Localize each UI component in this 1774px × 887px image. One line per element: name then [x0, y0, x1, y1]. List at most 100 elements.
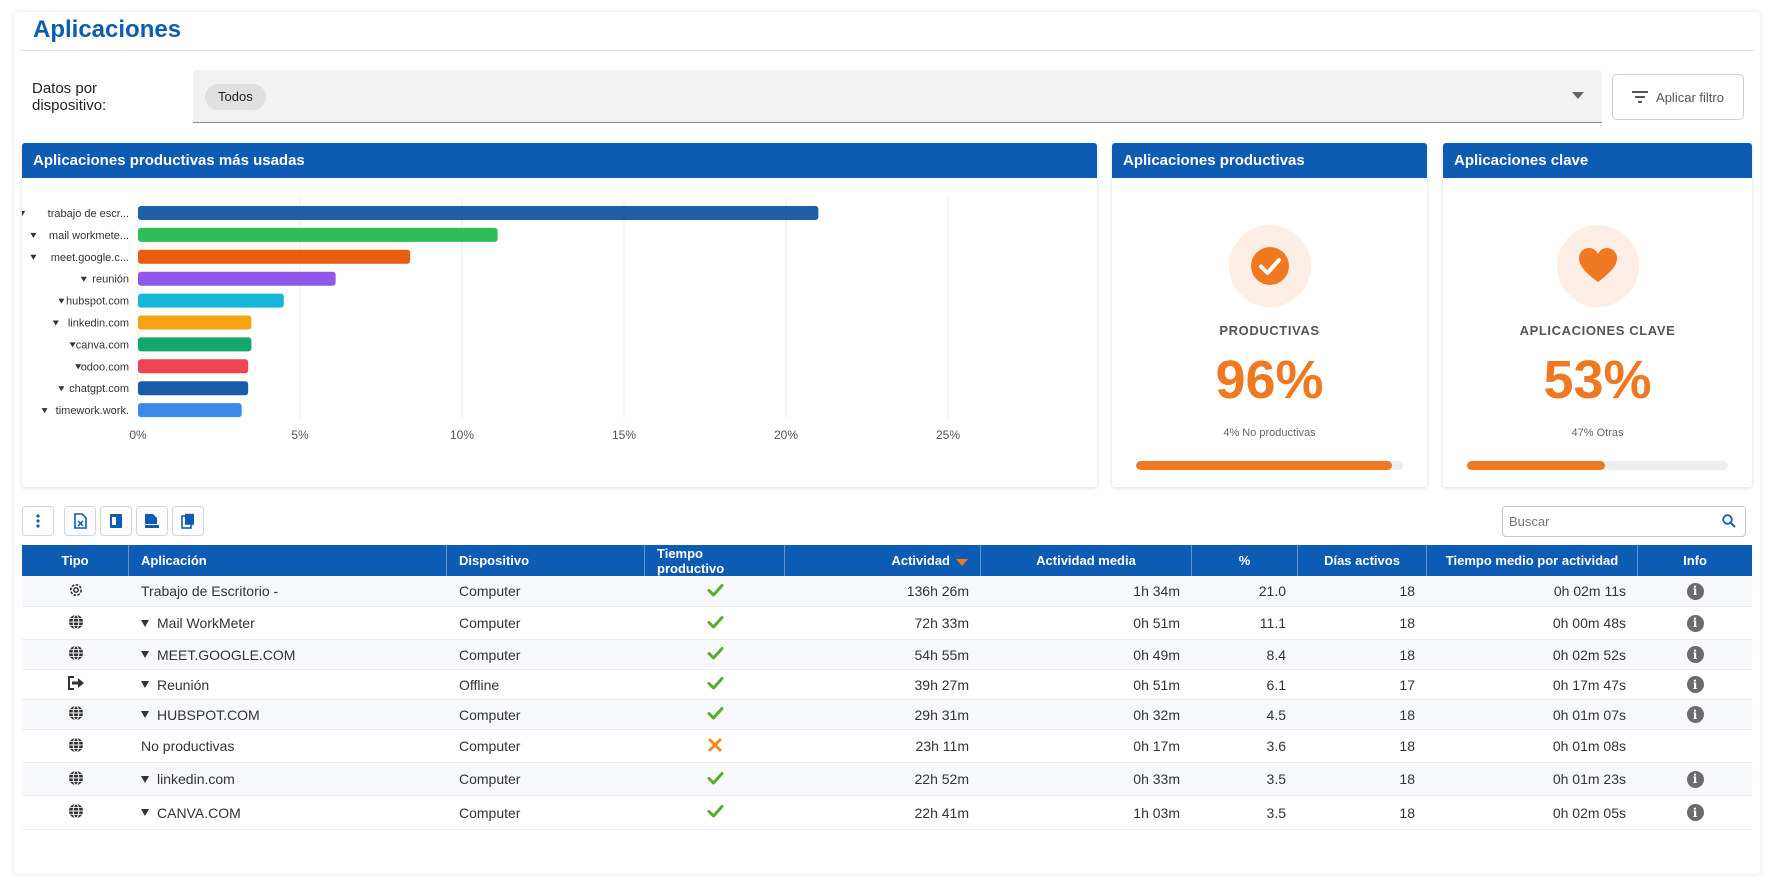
row-avg-per-activity: 0h 00m 48s — [1552, 615, 1626, 631]
category-label: mail workmete... — [49, 230, 129, 242]
chart-bar — [138, 293, 284, 308]
more-options-button[interactable] — [22, 506, 54, 536]
row-productive-cell — [645, 576, 785, 606]
chart-bar — [138, 337, 252, 352]
col-tipo[interactable]: Tipo — [22, 545, 129, 576]
x-tick-label: 10% — [450, 428, 474, 442]
csv-file-icon — [110, 514, 122, 528]
row-device: Computer — [459, 804, 521, 821]
copy-button[interactable] — [172, 506, 204, 536]
expand-caret-icon[interactable] — [141, 711, 149, 718]
col-actividad-media[interactable]: Actividad media — [981, 545, 1192, 576]
table-row[interactable]: Trabajo de Escritorio - Computer 136h 26m 1… — [22, 576, 1752, 607]
page-title: Aplicaciones — [33, 16, 182, 43]
row-device: Computer — [459, 771, 521, 787]
row-app-cell[interactable]: CANVA.COM — [129, 796, 447, 829]
category-label: chatgpt.com — [69, 383, 129, 395]
row-avg-activity: 0h 51m — [1133, 615, 1180, 631]
row-app-cell[interactable]: Reunión — [129, 670, 447, 699]
expand-caret-icon[interactable] — [141, 681, 149, 688]
table-row[interactable]: linkedin.com Computer 22h 52m 0h 33m 3.5 18 0h… — [22, 763, 1752, 796]
expand-caret-icon[interactable] — [141, 775, 149, 783]
row-info-cell: i — [1638, 763, 1752, 795]
check-icon — [707, 804, 724, 821]
export-pdf-button[interactable] — [136, 506, 168, 536]
row-app-cell[interactable]: linkedin.com — [129, 763, 447, 795]
row-avg-activity: 0h 51m — [1133, 676, 1180, 693]
row-active-days: 18 — [1399, 706, 1415, 723]
info-icon[interactable]: i — [1686, 770, 1704, 788]
row-productive-cell — [645, 763, 785, 795]
chart-bar — [138, 315, 252, 330]
expand-caret-icon[interactable] — [141, 651, 149, 658]
row-avg-activity: 1h 03m — [1133, 804, 1180, 821]
col-dias-activos[interactable]: Días activos — [1298, 545, 1427, 576]
table-search[interactable] — [1502, 506, 1746, 537]
search-icon[interactable] — [1722, 514, 1736, 528]
device-filter-label: Datos por dispositivo: — [32, 80, 107, 114]
row-app-cell[interactable]: Trabajo de Escritorio - — [129, 576, 447, 606]
more-vert-icon — [36, 514, 40, 528]
row-device: Computer — [459, 706, 521, 723]
row-info-cell: i — [1638, 640, 1752, 669]
row-active-days: 18 — [1399, 646, 1415, 663]
pdf-file-icon — [145, 514, 159, 528]
table-row[interactable]: CANVA.COM Computer 22h 41m 1h 03m 3.5 18 0h 02… — [22, 796, 1752, 830]
table-row[interactable]: Reunión Offline 39h 27m 0h 51m 6.1 17 0h 17m 4… — [22, 670, 1752, 700]
row-active-days: 18 — [1399, 804, 1415, 821]
row-app-cell[interactable]: No productivas — [129, 730, 447, 762]
info-icon[interactable]: i — [1686, 582, 1704, 600]
category-label: meet.google.c... — [51, 252, 129, 264]
row-app-name: Reunión — [157, 676, 210, 693]
top-apps-title: Aplicaciones productivas más usadas — [22, 143, 1097, 178]
row-active-days: 18 — [1399, 771, 1415, 787]
col-dispositivo[interactable]: Dispositivo — [447, 545, 645, 576]
info-icon[interactable]: i — [1686, 706, 1704, 723]
row-app-name: Mail WorkMeter — [157, 615, 255, 631]
row-app-cell[interactable]: MEET.GOOGLE.COM — [129, 640, 447, 669]
row-avg-per-activity: 0h 17m 47s — [1552, 676, 1626, 693]
filter-chip[interactable]: Todos — [205, 84, 266, 110]
device-filter-select[interactable]: Todos — [193, 70, 1602, 123]
row-avg-activity: 0h 32m — [1133, 706, 1180, 723]
row-percent: 8.4 — [1266, 646, 1286, 663]
export-excel-button[interactable] — [64, 506, 96, 536]
info-icon[interactable]: i — [1686, 646, 1704, 663]
apply-filter-label: Aplicar filtro — [1656, 89, 1724, 105]
apply-filter-button[interactable]: Aplicar filtro — [1612, 74, 1744, 120]
row-avg-activity: 0h 17m — [1133, 738, 1180, 754]
row-type-cell — [22, 763, 129, 795]
globe-icon — [68, 645, 84, 664]
search-input[interactable] — [1509, 507, 1709, 536]
expand-caret-icon — [52, 320, 59, 326]
filter-icon — [1632, 91, 1649, 103]
row-productive-cell — [645, 607, 785, 639]
top-apps-panel: Aplicaciones productivas más usadas 0% 5%… — [22, 143, 1097, 487]
col-aplicacion[interactable]: Aplicación — [129, 545, 447, 576]
row-type-cell — [22, 640, 129, 669]
row-avg-per-activity: 0h 02m 11s — [1553, 583, 1626, 599]
col-tiempo-productivo[interactable]: Tiempo productivo — [645, 545, 785, 576]
table-row[interactable]: MEET.GOOGLE.COM Computer 54h 55m 0h 49m 8.4 1… — [22, 640, 1752, 670]
row-percent: 3.5 — [1266, 771, 1286, 787]
chevron-down-icon[interactable] — [1572, 92, 1584, 99]
info-icon[interactable]: i — [1686, 676, 1704, 693]
expand-caret-icon — [58, 298, 65, 304]
expand-caret-icon[interactable] — [141, 809, 149, 816]
row-active-days: 18 — [1399, 583, 1415, 599]
row-app-cell[interactable]: HUBSPOT.COM — [129, 700, 447, 729]
row-avg-per-activity: 0h 02m 05s — [1552, 804, 1626, 821]
export-csv-button[interactable] — [100, 506, 132, 536]
info-icon[interactable]: i — [1686, 804, 1704, 821]
table-row[interactable]: HUBSPOT.COM Computer 29h 31m 0h 32m 4.5 18 0h … — [22, 700, 1752, 730]
info-icon[interactable]: i — [1686, 614, 1704, 632]
table-body: Trabajo de Escritorio - Computer 136h 26m 1… — [22, 576, 1752, 830]
row-app-cell[interactable]: Mail WorkMeter — [129, 607, 447, 639]
col-actividad[interactable]: Actividad — [785, 545, 981, 576]
table-row[interactable]: Mail WorkMeter Computer 72h 33m 0h 51m 11.1 1… — [22, 607, 1752, 640]
col-tiempo-medio[interactable]: Tiempo medio por actividad — [1427, 545, 1638, 576]
col-porcentaje[interactable]: % — [1192, 545, 1298, 576]
expand-caret-icon[interactable] — [141, 619, 149, 627]
expand-caret-icon — [30, 254, 37, 260]
table-row[interactable]: No productivas Computer 23h 11m 0h 17m 3.6 18… — [22, 730, 1752, 763]
